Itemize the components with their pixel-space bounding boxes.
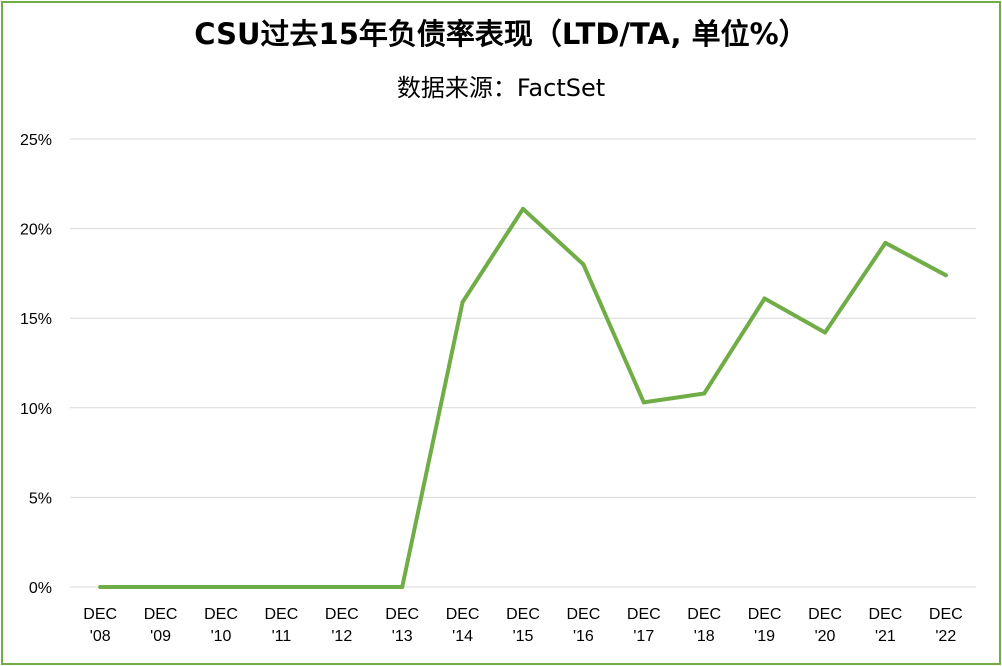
y-tick-label: 20% (20, 222, 52, 239)
y-tick-label: 10% (20, 401, 52, 418)
x-tick-label: DEC '14 (446, 606, 480, 645)
y-tick-label: 15% (20, 311, 52, 328)
y-axis: 0% 5% 10% 15% 20% 25% (20, 132, 52, 597)
y-tick-label: 5% (29, 490, 52, 507)
x-tick-label: DEC '16 (567, 606, 601, 645)
data-point (702, 391, 707, 396)
x-tick-label: DEC '19 (748, 606, 782, 645)
data-point (641, 400, 646, 405)
y-tick-label: 0% (29, 580, 52, 597)
x-tick-label: DEC '11 (265, 606, 299, 645)
data-point (219, 585, 223, 589)
data-point (279, 585, 284, 589)
x-tick-label: DEC '13 (385, 606, 419, 645)
x-tick-label: DEC '17 (627, 606, 661, 645)
x-tick-label: DEC '20 (808, 606, 842, 645)
data-point (823, 330, 827, 335)
data-point (400, 585, 405, 589)
data-point (581, 262, 586, 267)
series-line (98, 206, 948, 589)
y-tick-label: 25% (20, 132, 52, 149)
x-tick-label: DEC '15 (506, 606, 540, 645)
x-tick-label: DEC '21 (869, 606, 903, 645)
data-point (762, 296, 767, 301)
data-point (883, 240, 888, 245)
data-point (943, 273, 948, 278)
x-tick-label: DEC '09 (144, 606, 178, 645)
x-tick-label: DEC '10 (204, 606, 238, 645)
data-point (521, 206, 525, 211)
data-point (98, 585, 103, 589)
chart-title: CSU过去15年负债率表现（LTD/TA, 单位%） (194, 17, 808, 51)
data-point (339, 585, 344, 589)
x-axis: DEC '08 DEC '09 DEC '10 DEC '11 DEC '12 DEC '13 DEC '… (83, 606, 962, 645)
chart-subtitle: 数据来源：FactSet (396, 74, 606, 102)
x-tick-label: DEC '08 (83, 606, 117, 645)
x-tick-label: DEC '22 (929, 606, 963, 645)
gridlines (70, 138, 976, 588)
x-tick-label: DEC '18 (687, 606, 721, 645)
data-point (460, 300, 465, 305)
series-group (98, 206, 948, 589)
data-point (158, 585, 163, 589)
x-tick-label: DEC '12 (325, 606, 359, 645)
